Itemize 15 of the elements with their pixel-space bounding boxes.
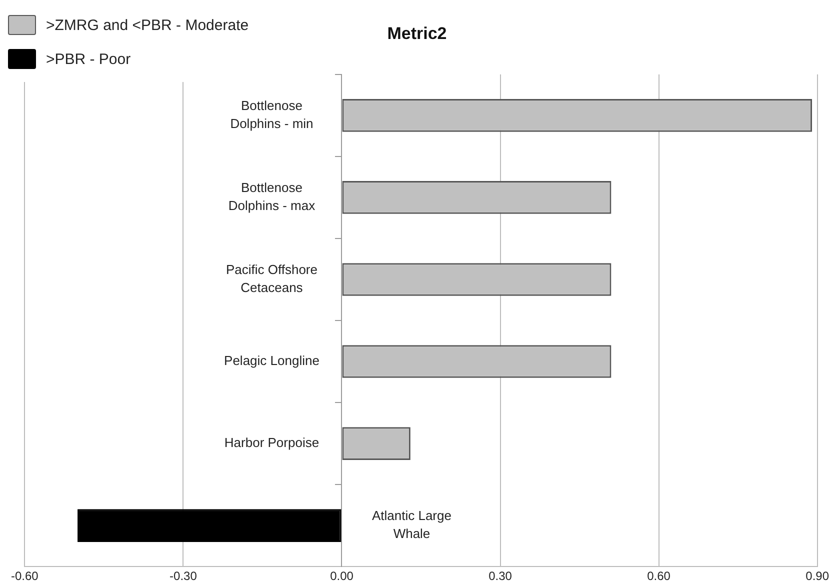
x-tick-label: 0.30 (488, 569, 512, 584)
chart-title: Metric2 (387, 24, 447, 43)
y-tick-label: Atlantic Large Whale (372, 508, 452, 542)
x-tick-label: 0.00 (330, 569, 354, 584)
y-tick-label: Bottlenose Dolphins - max (228, 180, 316, 214)
y-tick-label: Pacific Offshore Cetaceans (226, 262, 318, 296)
y-tick-label: Pelagic Longline (224, 353, 320, 368)
legend-label: >PBR - Poor (46, 50, 131, 68)
x-tick-label: -0.60 (10, 569, 39, 584)
legend-label: >ZMRG and <PBR - Moderate (46, 16, 249, 34)
x-tick-label: 0.90 (806, 569, 830, 584)
y-tick-label: Harbor Porpoise (224, 435, 320, 450)
x-tick-label: 0.60 (647, 569, 671, 584)
x-tick-label: -0.30 (170, 569, 198, 584)
y-tick-label: Bottlenose Dolphins - min (230, 98, 314, 131)
